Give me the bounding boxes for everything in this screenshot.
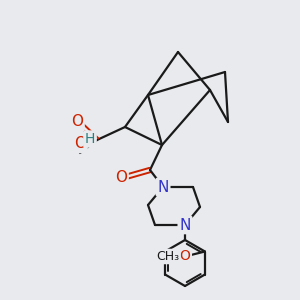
Text: CH₃: CH₃ — [156, 250, 179, 263]
Text: O: O — [74, 136, 86, 152]
Text: N: N — [157, 179, 169, 194]
Text: H: H — [85, 132, 95, 146]
Text: O: O — [179, 250, 191, 263]
Text: O: O — [71, 115, 83, 130]
Text: O: O — [115, 170, 127, 185]
Text: N: N — [179, 218, 191, 232]
